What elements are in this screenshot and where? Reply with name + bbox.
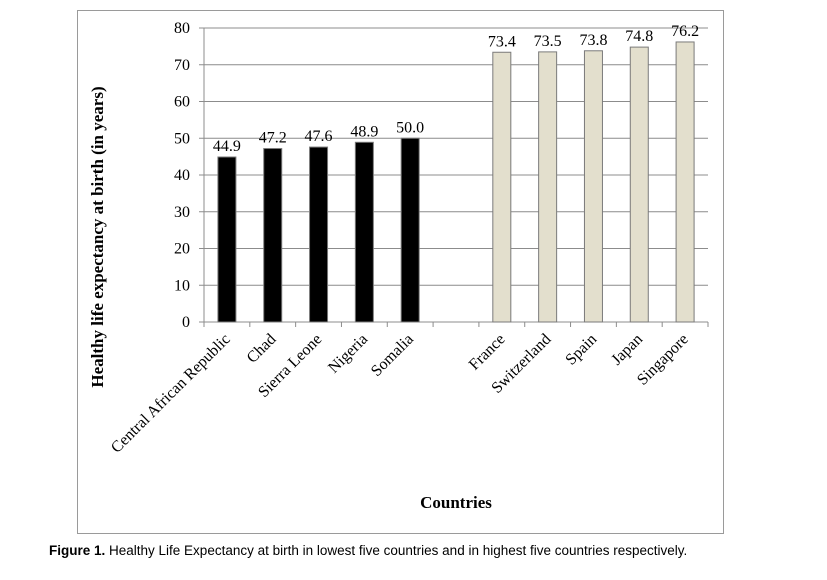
y-tick-label: 30 (174, 204, 190, 221)
chart-frame: 0 10 20 30 40 50 60 70 80 44.9 47.2 47.6 48.9 50.0 73… (77, 10, 724, 534)
bar (675, 41, 695, 323)
bar (492, 51, 512, 323)
data-label: 73.4 (488, 33, 516, 50)
data-label: 44.9 (213, 138, 241, 155)
bars (217, 41, 695, 323)
bar (309, 146, 329, 323)
category-label: France (466, 331, 509, 374)
bar (400, 137, 420, 323)
bar (629, 46, 649, 323)
data-label: 73.8 (579, 32, 607, 49)
bar (217, 156, 237, 323)
y-tick-label: 70 (174, 57, 190, 74)
y-tick-label: 60 (174, 94, 190, 111)
x-axis-title: Countries (420, 493, 492, 512)
data-label: 48.9 (350, 123, 378, 140)
bar (354, 141, 374, 323)
category-label: Nigeria (325, 331, 371, 377)
y-tick-label: 10 (174, 277, 190, 294)
data-label: 47.2 (259, 130, 287, 147)
category-label: Japan (608, 331, 646, 369)
y-tick-label: 40 (174, 167, 190, 184)
category-label: Somalia (368, 331, 417, 380)
category-label: Spain (562, 331, 600, 369)
bar (263, 148, 283, 323)
y-tick-label: 50 (174, 130, 190, 147)
bar (583, 50, 603, 323)
figure-caption: Figure 1. Healthy Life Expectancy at bir… (49, 543, 809, 558)
y-tick-label: 80 (174, 20, 190, 37)
data-label: 47.6 (305, 128, 333, 145)
data-labels: 44.9 47.2 47.6 48.9 50.0 73.4 73.5 73.8 74.8 76.2 (213, 23, 699, 155)
bar (538, 51, 558, 323)
y-axis-title: Healthy life expectancy at birth (in yea… (88, 86, 107, 387)
category-label: Chad (244, 331, 280, 367)
data-label: 74.8 (625, 28, 653, 45)
category-label: Central African Republic (108, 331, 234, 457)
y-tick-label: 20 (174, 241, 190, 258)
data-label: 50.0 (396, 119, 424, 136)
caption-text: Healthy Life Expectancy at birth in lowe… (105, 543, 688, 558)
y-tick-label: 0 (182, 314, 190, 331)
gridlines (204, 27, 708, 286)
axes: 0 10 20 30 40 50 60 70 80 (174, 20, 709, 331)
data-label: 73.5 (534, 33, 562, 50)
bar-chart: 0 10 20 30 40 50 60 70 80 44.9 47.2 47.6 48.9 50.0 73… (88, 20, 709, 512)
caption-label: Figure 1. (49, 543, 106, 558)
data-label: 76.2 (671, 23, 699, 40)
